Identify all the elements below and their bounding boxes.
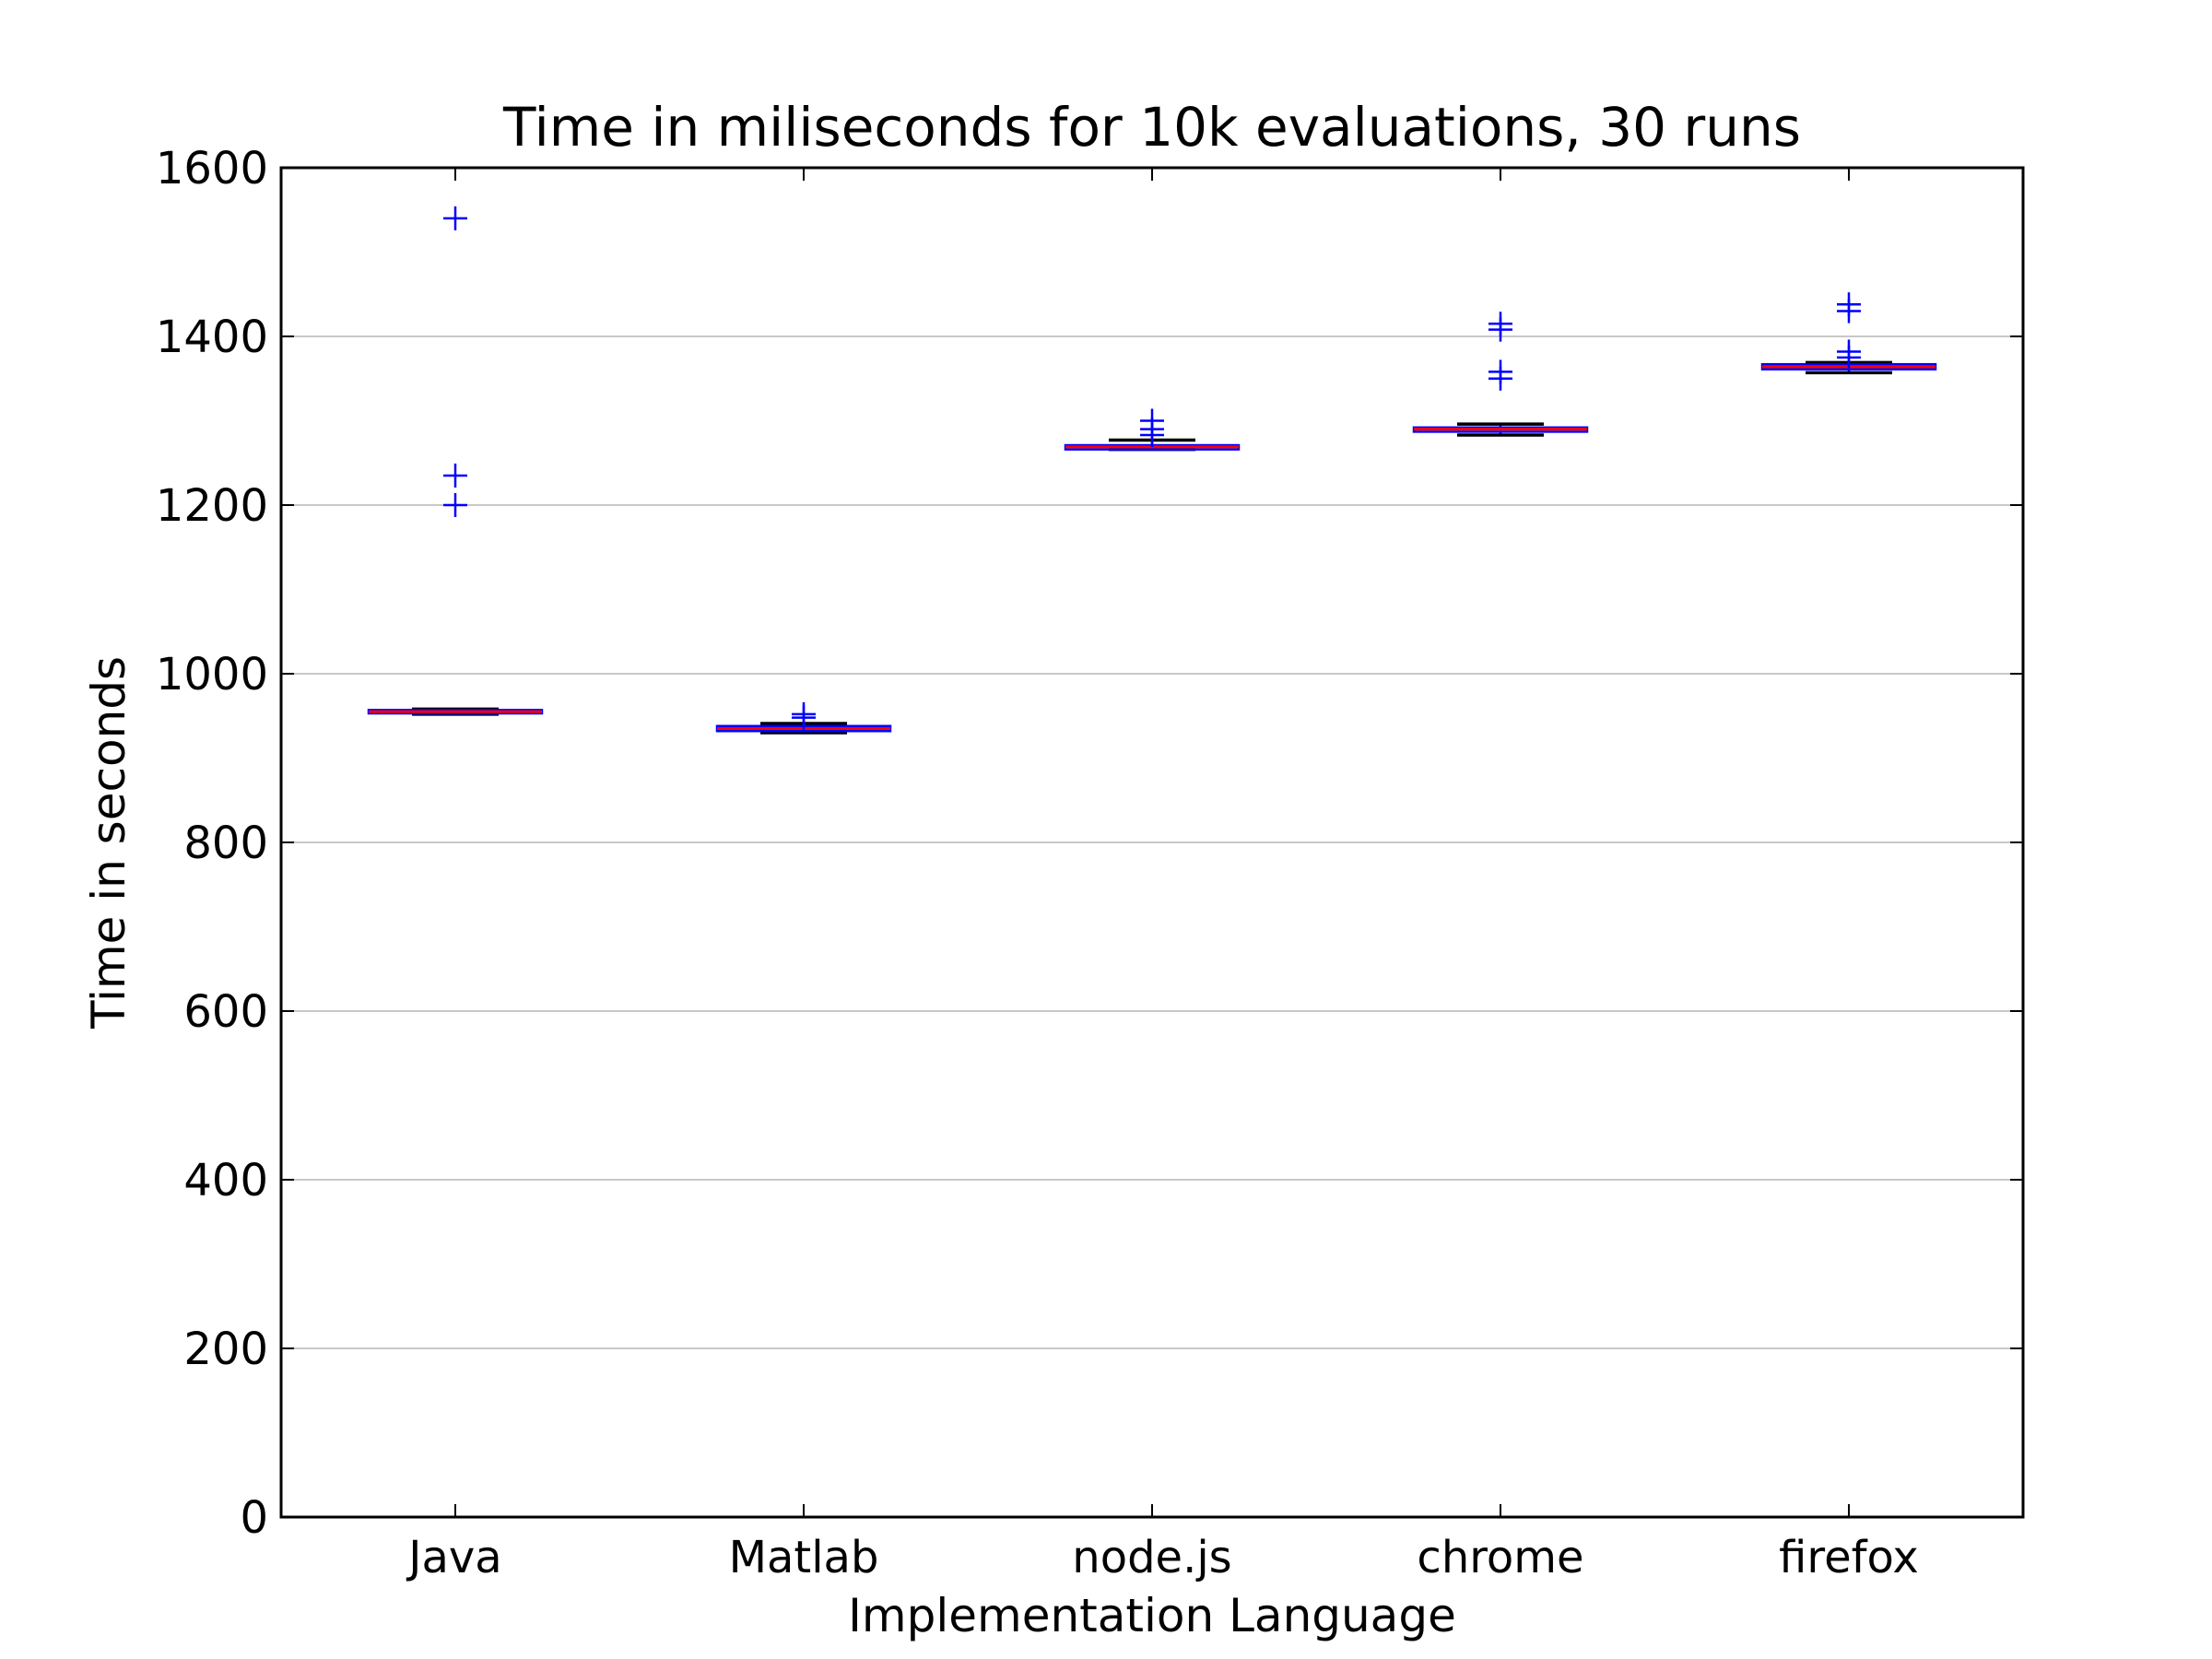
flier-firefox-1	[1837, 339, 1861, 364]
y-tick-label-1400: 1400	[156, 312, 268, 363]
y-tick-label-1000: 1000	[156, 649, 268, 700]
box-firefox	[1760, 292, 1937, 375]
x-axis-label: Implementation Language	[848, 1589, 1456, 1642]
flier-java-0	[443, 493, 467, 517]
box-chrome	[1412, 312, 1589, 437]
flier-nodejs-2	[1140, 408, 1164, 433]
flier-java-2	[443, 206, 467, 230]
x-tick-label-Java: Java	[406, 1532, 501, 1583]
y-tick-label-1600: 1600	[156, 143, 268, 194]
y-tick-label-0: 0	[240, 1492, 268, 1544]
flier-java-1	[443, 463, 467, 488]
y-tick-label-400: 400	[183, 1155, 268, 1206]
y-tick-label-200: 200	[183, 1324, 268, 1375]
flier-chrome-1	[1488, 359, 1512, 384]
y-tick-label-1200: 1200	[156, 480, 268, 532]
box-matlab	[715, 701, 892, 735]
flier-firefox-3	[1837, 292, 1861, 317]
y-axis-ticks: 0 200 400 600 800 1000 1200 1400 1600	[156, 143, 2023, 1544]
box-java	[367, 206, 544, 716]
flier-matlab-1	[792, 701, 816, 726]
x-tick-label-chrome: chrome	[1417, 1532, 1583, 1583]
x-axis-ticks: Java Matlab node.js chrome firefox	[406, 168, 1919, 1583]
box-groups	[367, 206, 1937, 735]
x-tick-label-node.js: node.js	[1072, 1532, 1231, 1583]
y-tick-label-600: 600	[183, 986, 268, 1038]
y-axis-label: Time in seconds	[82, 656, 135, 1030]
y-gridlines	[281, 335, 2023, 1349]
x-tick-label-Matlab: Matlab	[729, 1532, 879, 1583]
x-tick-label-firefox: firefox	[1779, 1532, 1919, 1583]
box-nodejs	[1064, 408, 1241, 452]
chart-title: Time in miliseconds for 10k evaluations,…	[502, 96, 1801, 159]
y-tick-label-800: 800	[183, 818, 268, 869]
flier-chrome-3	[1488, 312, 1512, 336]
